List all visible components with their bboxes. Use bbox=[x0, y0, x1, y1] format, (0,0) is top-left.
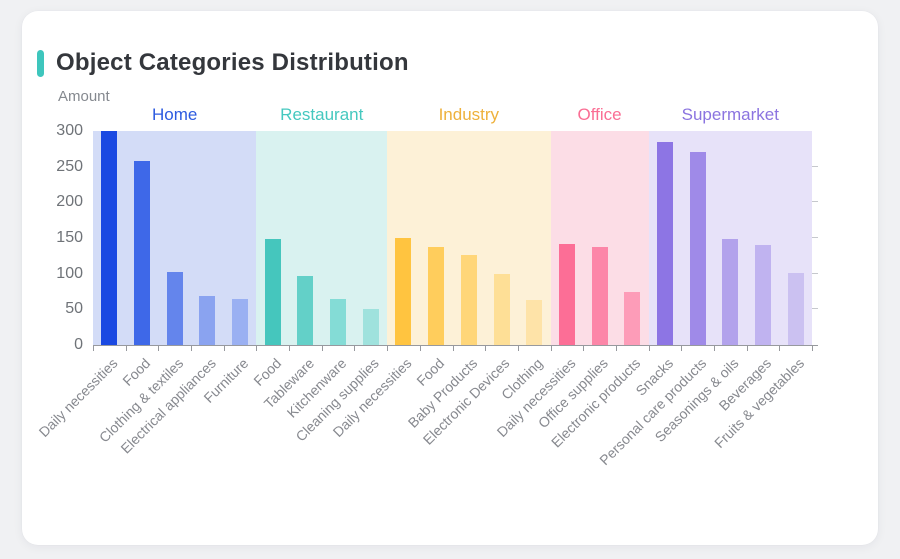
x-axis-tick bbox=[452, 345, 454, 351]
bar-home-clothing-textiles[interactable] bbox=[166, 271, 183, 345]
bar-restaurant-cleaning-supplies[interactable] bbox=[362, 308, 379, 345]
x-axis-tick bbox=[746, 345, 748, 351]
y-axis-right-tick bbox=[812, 201, 818, 203]
bar-industry-baby-products[interactable] bbox=[460, 255, 477, 345]
bar-industry-food[interactable] bbox=[428, 246, 445, 345]
x-axis-tick bbox=[125, 345, 127, 351]
x-axis-tick bbox=[158, 345, 160, 351]
page-title: Object Categories Distribution bbox=[56, 49, 409, 76]
bar-restaurant-tableware[interactable] bbox=[297, 275, 314, 345]
bar-industry-clothing[interactable] bbox=[526, 300, 543, 345]
y-tick-label-150: 150 bbox=[56, 229, 83, 246]
x-axis-tick bbox=[354, 345, 356, 351]
chart-card: Object Categories Distribution Amount 0 5… bbox=[22, 11, 878, 545]
x-axis-tick bbox=[615, 345, 617, 351]
x-axis-tick bbox=[387, 345, 389, 351]
bar-home-food[interactable] bbox=[134, 160, 151, 345]
y-tick-label-200: 200 bbox=[56, 193, 83, 211]
bar-office-daily-necessities[interactable] bbox=[558, 243, 575, 345]
x-axis-tick bbox=[648, 345, 650, 351]
bar-office-office-supplies[interactable] bbox=[591, 246, 608, 345]
x-axis-tick bbox=[583, 345, 585, 351]
x-axis-tick bbox=[713, 345, 715, 351]
x-axis-tick bbox=[517, 345, 519, 351]
x-axis-tick bbox=[93, 345, 94, 351]
x-axis-tick bbox=[419, 345, 421, 351]
bar-restaurant-food[interactable] bbox=[264, 239, 281, 345]
y-axis-right-tick bbox=[812, 308, 818, 310]
bar-supermarket-fruits-vegetables[interactable] bbox=[787, 272, 804, 345]
bar-home-daily-necessities[interactable] bbox=[101, 131, 118, 345]
y-axis-title: Amount bbox=[58, 88, 110, 105]
bar-home-furniture[interactable] bbox=[232, 299, 249, 345]
bar-restaurant-kitchenware[interactable] bbox=[330, 298, 347, 345]
plot-area: 0 50 100 150 200 250 300 Home Daily necessities F… bbox=[36, 105, 818, 468]
bar-supermarket-seasonings-oils[interactable] bbox=[722, 239, 739, 345]
x-axis-line bbox=[93, 345, 818, 346]
bar-supermarket-beverages[interactable] bbox=[754, 245, 771, 345]
y-tick-label-50: 50 bbox=[65, 300, 83, 318]
y-axis-right-tick bbox=[812, 165, 818, 167]
bar-supermarket-snacks[interactable] bbox=[656, 142, 673, 345]
title-row: Object Categories Distribution bbox=[37, 49, 409, 77]
title-accent-bar bbox=[37, 49, 44, 77]
y-tick-label-100: 100 bbox=[56, 264, 83, 282]
y-axis-right-tick bbox=[812, 272, 818, 274]
bar-office-electronic-products[interactable] bbox=[624, 291, 641, 345]
x-axis-tick bbox=[812, 345, 813, 351]
group-label-office: Office bbox=[577, 105, 622, 124]
x-axis-tick bbox=[485, 345, 487, 351]
x-axis-tick bbox=[321, 345, 323, 351]
group-label-supermarket: Supermarket bbox=[681, 105, 779, 124]
x-axis-tick bbox=[289, 345, 291, 351]
y-axis-right-tick bbox=[812, 237, 818, 238]
bar-industry-electronic-devices[interactable] bbox=[493, 274, 510, 345]
group-label-industry: Industry bbox=[438, 105, 500, 124]
bar-industry-daily-necessities[interactable] bbox=[395, 238, 412, 345]
group-label-home: Home bbox=[152, 105, 198, 124]
x-axis-tick bbox=[779, 345, 781, 351]
y-tick-label-300: 300 bbox=[56, 122, 83, 139]
x-axis-tick bbox=[550, 345, 552, 351]
y-tick-label-0: 0 bbox=[74, 336, 83, 353]
x-axis-tick bbox=[223, 345, 225, 351]
x-axis-tick bbox=[191, 345, 193, 351]
bar-home-electrical-appliances[interactable] bbox=[199, 295, 216, 345]
x-axis-tick bbox=[681, 345, 683, 351]
group-label-restaurant: Restaurant bbox=[280, 105, 364, 124]
y-tick-label-250: 250 bbox=[56, 157, 83, 175]
x-axis-tick bbox=[256, 345, 258, 351]
bar-supermarket-personal-care-products[interactable] bbox=[689, 151, 706, 345]
